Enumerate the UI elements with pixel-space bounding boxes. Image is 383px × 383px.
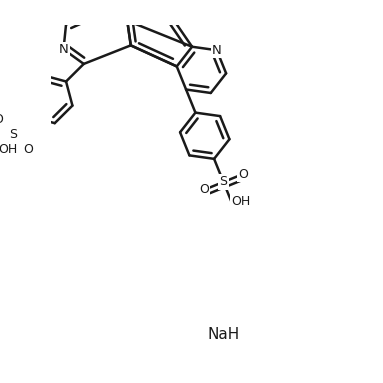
Text: S: S [219, 175, 228, 188]
Text: O: O [238, 167, 248, 180]
Text: N: N [212, 44, 222, 57]
Text: NaH: NaH [207, 327, 239, 342]
Text: OH: OH [0, 142, 17, 155]
Text: O: O [199, 183, 209, 196]
Text: O: O [23, 143, 33, 156]
Text: OH: OH [231, 195, 250, 208]
Text: S: S [9, 128, 17, 141]
Text: N: N [59, 43, 69, 56]
Text: O: O [0, 113, 3, 126]
